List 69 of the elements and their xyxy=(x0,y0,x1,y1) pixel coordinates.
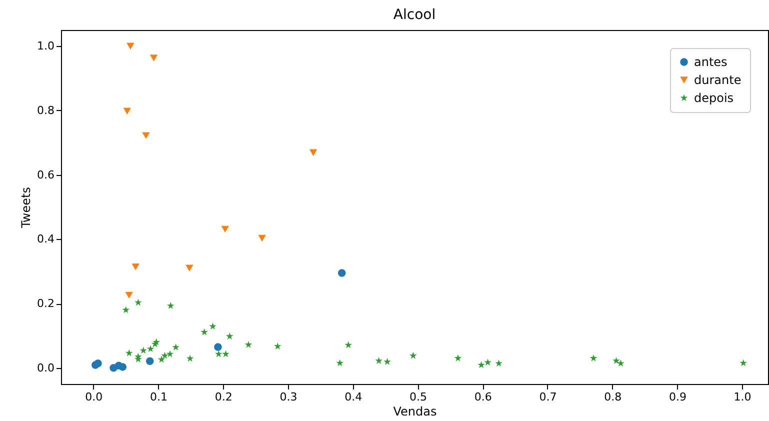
point xyxy=(244,340,252,348)
point xyxy=(309,149,318,156)
point xyxy=(158,356,166,363)
x-tick-label: 0.5 xyxy=(409,390,427,404)
x-tick-label: 1.0 xyxy=(734,390,752,404)
point xyxy=(123,108,132,114)
point xyxy=(410,352,417,359)
y-tick-label: 0.0 xyxy=(37,361,54,374)
point xyxy=(344,341,352,348)
x-tick-label: 0.9 xyxy=(668,390,686,404)
point xyxy=(221,226,229,233)
x-tick-label: 0.0 xyxy=(85,390,103,404)
x-tick-label: 0.2 xyxy=(214,390,232,404)
point xyxy=(161,352,168,359)
y-tick-label: 1.0 xyxy=(37,40,54,53)
point xyxy=(125,292,133,299)
point xyxy=(132,264,140,270)
point xyxy=(226,332,234,340)
point xyxy=(336,359,344,366)
point xyxy=(375,356,383,364)
legend-label: depois xyxy=(694,91,734,105)
point xyxy=(214,343,222,351)
point xyxy=(186,264,194,272)
x-tick-label: 0.3 xyxy=(280,390,298,404)
point xyxy=(146,357,154,366)
point xyxy=(146,345,154,352)
point xyxy=(200,328,208,336)
point xyxy=(166,302,174,309)
point xyxy=(186,354,194,362)
point xyxy=(484,358,492,366)
x-tick-label: 0.4 xyxy=(344,390,362,404)
point xyxy=(126,42,134,50)
y-tick-label: 0.8 xyxy=(37,104,54,117)
point xyxy=(590,354,598,362)
point xyxy=(172,343,180,350)
point xyxy=(617,360,624,367)
point xyxy=(134,298,142,306)
point xyxy=(94,360,102,368)
point xyxy=(454,354,462,362)
y-tick-label: 0.6 xyxy=(37,168,54,182)
point xyxy=(612,356,620,364)
point xyxy=(258,234,266,242)
y-tick-label: 0.4 xyxy=(37,232,54,246)
point xyxy=(209,322,216,330)
point xyxy=(125,349,133,356)
point xyxy=(214,350,222,358)
point xyxy=(274,342,282,350)
point xyxy=(142,132,150,139)
x-tick-label: 0.8 xyxy=(604,390,622,404)
point xyxy=(384,358,391,365)
point xyxy=(478,361,485,368)
point xyxy=(166,350,174,358)
point xyxy=(140,346,148,354)
legend-label: antes xyxy=(694,55,728,69)
legend-label: durante xyxy=(694,73,742,87)
x-tick-label: 0.1 xyxy=(150,390,168,404)
point xyxy=(122,306,130,314)
point xyxy=(150,54,158,62)
point xyxy=(495,360,503,367)
x-tick-label: 0.7 xyxy=(539,390,557,404)
point xyxy=(222,350,230,358)
x-tick-label: 0.6 xyxy=(474,390,492,404)
point xyxy=(338,269,346,277)
point xyxy=(740,359,748,366)
y-axis-title: Tweets xyxy=(19,187,34,229)
y-tick-label: 0.2 xyxy=(37,297,54,310)
x-axis-title: Vendas xyxy=(393,404,437,418)
chart-title: Alcool xyxy=(393,7,436,23)
point xyxy=(118,363,126,371)
